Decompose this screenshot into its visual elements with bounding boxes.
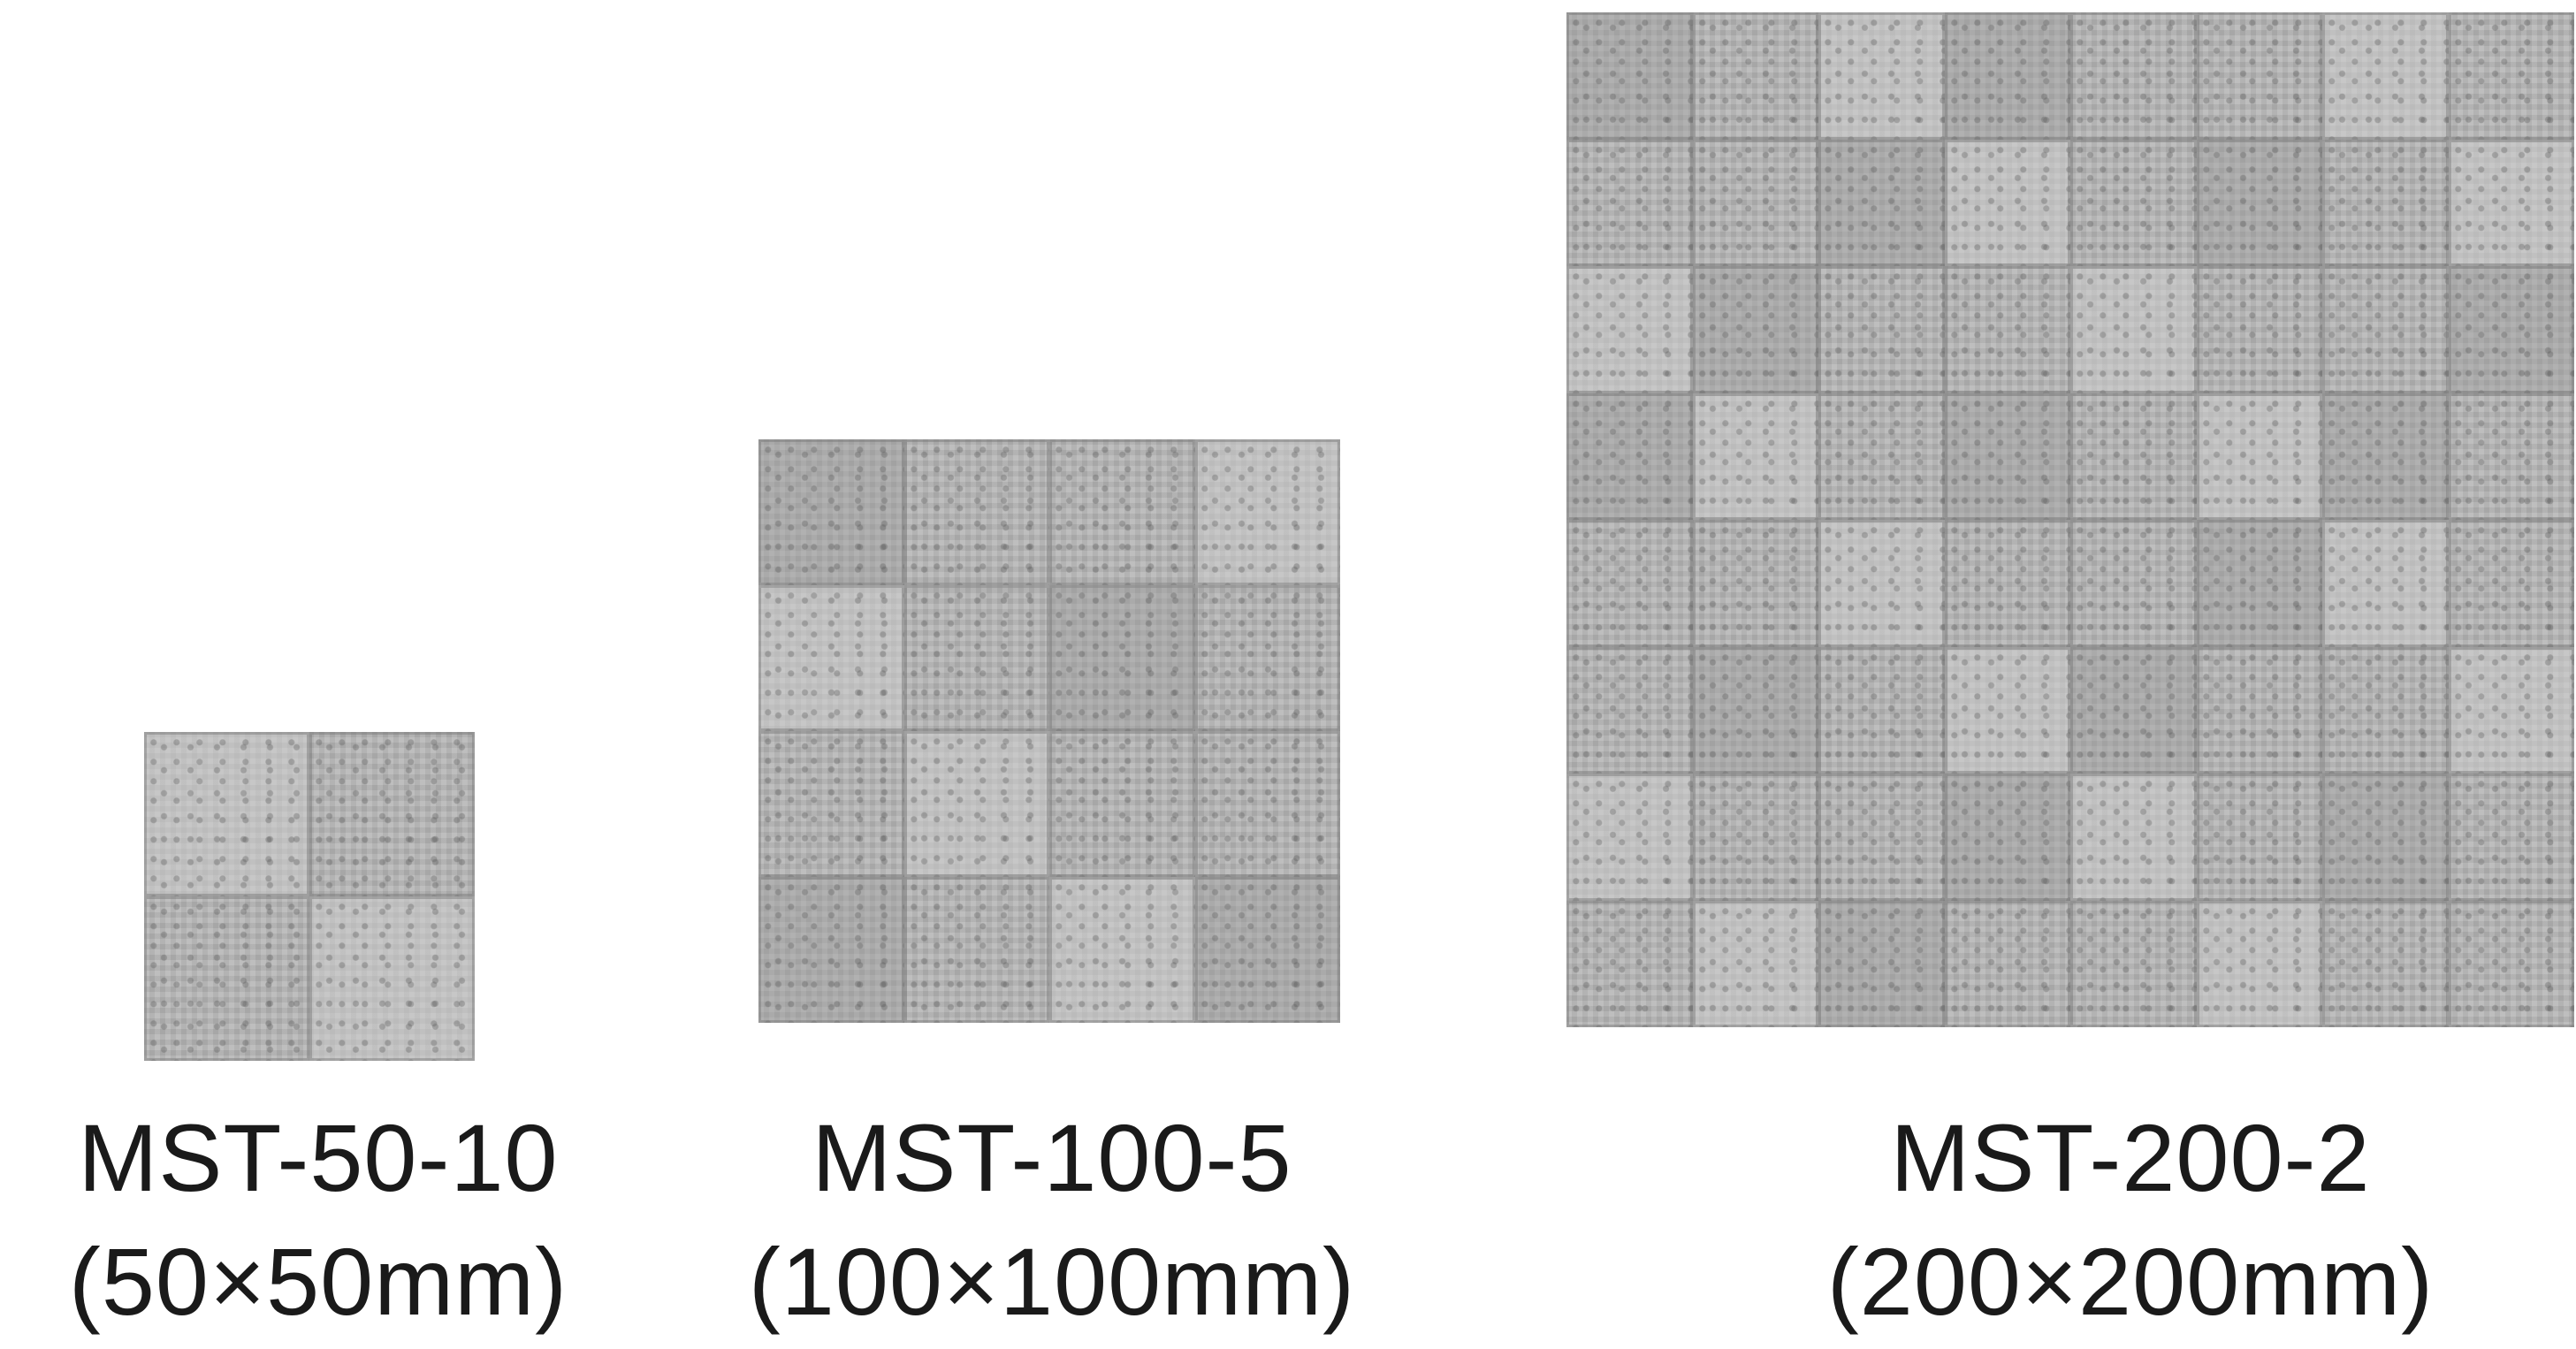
- texture-tile: [903, 877, 1049, 1023]
- dimensions: (50×50mm): [68, 1228, 568, 1335]
- texture-tile: [1692, 393, 1818, 520]
- texture-tile: [758, 439, 904, 585]
- texture-tile: [2070, 393, 2197, 520]
- sample-swatch-200: [1566, 12, 2574, 1027]
- model-name: MST-200-2: [1890, 1104, 2371, 1211]
- texture-tile: [1818, 266, 1945, 393]
- texture-tile: [2070, 900, 2197, 1027]
- swatch-texture: [758, 439, 1340, 1023]
- texture-tile: [1692, 774, 1818, 901]
- texture-tile: [1566, 266, 1693, 393]
- texture-tile: [1944, 12, 2070, 140]
- texture-tile: [309, 896, 475, 1061]
- texture-tile: [1818, 139, 1945, 266]
- texture-tile: [758, 731, 904, 877]
- sample-label-100: MST-100-5 (100×100mm): [725, 1096, 1379, 1344]
- texture-tile: [1818, 900, 1945, 1027]
- texture-tile: [2196, 12, 2322, 140]
- texture-tile: [1944, 139, 2070, 266]
- texture-tile: [903, 439, 1049, 585]
- texture-tile: [2196, 520, 2322, 647]
- texture-tile: [2448, 393, 2574, 520]
- texture-tile: [1692, 520, 1818, 647]
- model-name: MST-100-5: [812, 1104, 1292, 1211]
- texture-tile: [2070, 139, 2197, 266]
- sample-label-200: MST-200-2 (200×200mm): [1795, 1096, 2466, 1344]
- texture-tile: [2070, 266, 2197, 393]
- texture-tile: [1818, 393, 1945, 520]
- texture-tile: [2448, 12, 2574, 140]
- texture-tile: [2322, 139, 2449, 266]
- texture-tile: [2070, 12, 2197, 140]
- sample-swatch-50: [144, 732, 475, 1061]
- texture-tile: [1194, 877, 1340, 1023]
- texture-tile: [1194, 439, 1340, 585]
- texture-tile: [903, 731, 1049, 877]
- texture-tile: [1818, 12, 1945, 140]
- texture-tile: [2322, 12, 2449, 140]
- texture-tile: [1049, 877, 1195, 1023]
- swatch-texture: [144, 732, 475, 1061]
- texture-tile: [2322, 900, 2449, 1027]
- texture-tile: [2070, 774, 2197, 901]
- texture-tile: [2322, 646, 2449, 774]
- dimensions: (100×100mm): [748, 1228, 1356, 1335]
- texture-tile: [2196, 266, 2322, 393]
- texture-tile: [2196, 900, 2322, 1027]
- swatch-texture: [1566, 12, 2574, 1027]
- texture-tile: [2196, 774, 2322, 901]
- texture-tile: [1692, 139, 1818, 266]
- model-name: MST-50-10: [78, 1104, 559, 1211]
- texture-tile: [2448, 139, 2574, 266]
- texture-tile: [2322, 393, 2449, 520]
- texture-tile: [2322, 774, 2449, 901]
- texture-tile: [903, 585, 1049, 731]
- texture-tile: [144, 896, 309, 1061]
- sample-swatch-100: [758, 439, 1340, 1023]
- texture-tile: [1566, 646, 1693, 774]
- texture-tile: [2070, 646, 2197, 774]
- texture-tile: [1944, 646, 2070, 774]
- texture-tile: [1818, 520, 1945, 647]
- texture-tile: [2322, 266, 2449, 393]
- texture-tile: [1818, 774, 1945, 901]
- texture-tile: [1944, 900, 2070, 1027]
- texture-tile: [1944, 520, 2070, 647]
- texture-tile: [1049, 731, 1195, 877]
- texture-tile: [1944, 266, 2070, 393]
- texture-tile: [2196, 393, 2322, 520]
- texture-tile: [2448, 520, 2574, 647]
- texture-tile: [309, 732, 475, 896]
- texture-tile: [1944, 774, 2070, 901]
- texture-tile: [2448, 774, 2574, 901]
- texture-tile: [2448, 266, 2574, 393]
- texture-tile: [1566, 900, 1693, 1027]
- texture-tile: [2322, 520, 2449, 647]
- texture-tile: [1566, 774, 1693, 901]
- texture-tile: [758, 877, 904, 1023]
- texture-tile: [1049, 585, 1195, 731]
- texture-tile: [1692, 12, 1818, 140]
- texture-tile: [1692, 646, 1818, 774]
- texture-tile: [2070, 520, 2197, 647]
- texture-tile: [1944, 393, 2070, 520]
- texture-tile: [1194, 585, 1340, 731]
- texture-tile: [144, 732, 309, 896]
- texture-tile: [1566, 520, 1693, 647]
- texture-tile: [1692, 266, 1818, 393]
- texture-tile: [1566, 12, 1693, 140]
- dimensions: (200×200mm): [1826, 1228, 2435, 1335]
- texture-tile: [1566, 139, 1693, 266]
- texture-tile: [2448, 646, 2574, 774]
- texture-tile: [2196, 139, 2322, 266]
- texture-tile: [1818, 646, 1945, 774]
- texture-tile: [2448, 900, 2574, 1027]
- sample-label-50: MST-50-10 (50×50mm): [35, 1096, 601, 1344]
- texture-tile: [1194, 731, 1340, 877]
- texture-tile: [758, 585, 904, 731]
- texture-tile: [1049, 439, 1195, 585]
- texture-tile: [2196, 646, 2322, 774]
- texture-tile: [1566, 393, 1693, 520]
- texture-tile: [1692, 900, 1818, 1027]
